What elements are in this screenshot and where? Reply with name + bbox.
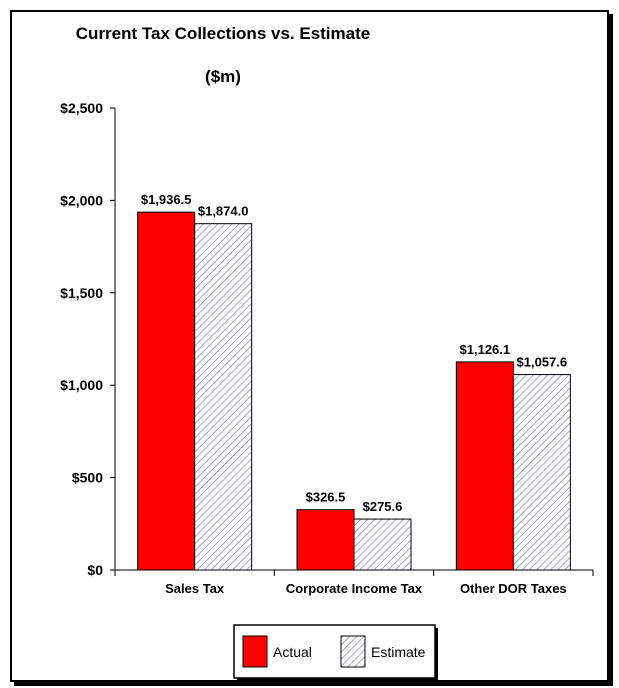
legend-label: Estimate bbox=[371, 644, 426, 660]
bar-estimate-0 bbox=[194, 223, 253, 571]
data-label: $1,126.1 bbox=[460, 342, 511, 357]
chart-title: Current Tax Collections vs. Estimate bbox=[76, 24, 370, 43]
y-tick-label: $1,500 bbox=[60, 285, 103, 301]
chart-subtitle: ($m) bbox=[205, 67, 241, 86]
x-category-label: Corporate Income Tax bbox=[286, 581, 423, 596]
x-category-label: Sales Tax bbox=[165, 581, 225, 596]
data-label: $1,057.6 bbox=[517, 355, 568, 370]
bar-estimate-1 bbox=[353, 518, 412, 571]
data-label: $326.5 bbox=[306, 490, 346, 505]
data-label: $1,874.0 bbox=[198, 204, 249, 219]
bar-actual-2 bbox=[455, 361, 514, 571]
legend-label: Actual bbox=[273, 644, 312, 660]
chart: Current Tax Collections vs. Estimate ($m… bbox=[60, 24, 594, 680]
y-tick-label: $1,000 bbox=[60, 377, 103, 393]
chart-frame: Current Tax Collections vs. Estimate ($m… bbox=[10, 10, 609, 682]
data-label: $1,936.5 bbox=[141, 192, 192, 207]
y-tick-label: $500 bbox=[72, 470, 103, 486]
y-tick-label: $0 bbox=[87, 562, 103, 578]
data-label: $275.6 bbox=[363, 499, 403, 514]
bar-actual-0 bbox=[137, 211, 196, 571]
y-tick-label: $2,500 bbox=[60, 100, 103, 116]
legend-swatch-actual bbox=[242, 635, 268, 668]
x-category-label: Other DOR Taxes bbox=[460, 581, 567, 596]
legend: Actual Estimate bbox=[233, 624, 438, 680]
legend-swatch-estimate bbox=[340, 635, 366, 668]
bar-estimate-2 bbox=[512, 374, 571, 571]
y-tick-label: $2,000 bbox=[60, 192, 103, 208]
bar-actual-1 bbox=[296, 509, 355, 571]
